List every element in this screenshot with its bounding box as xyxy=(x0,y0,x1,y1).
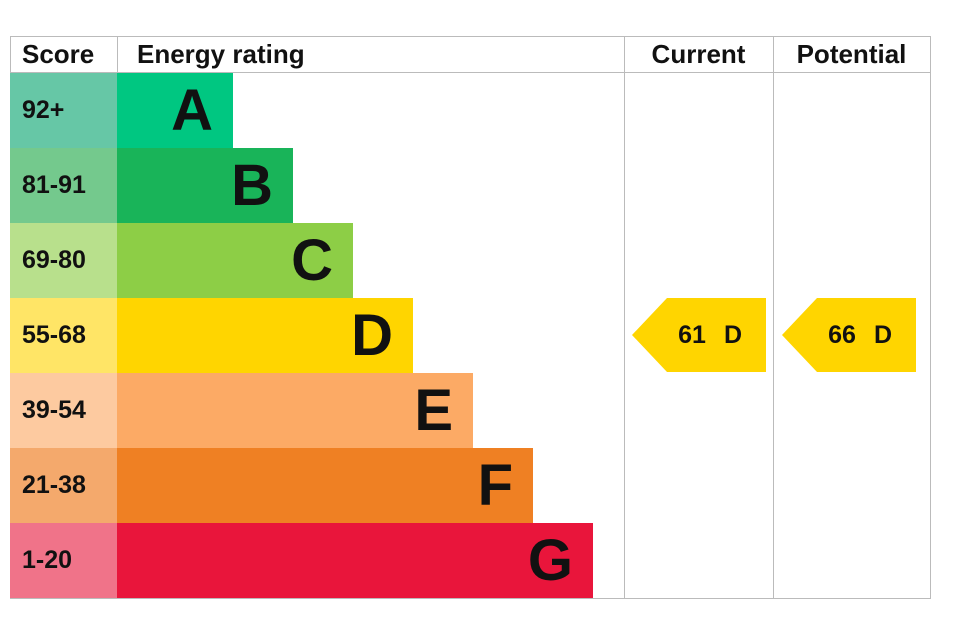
potential-band: D xyxy=(873,320,892,349)
score-range-b: 81-91 xyxy=(10,148,117,223)
rating-bar-d: D xyxy=(117,298,413,373)
current-value: 61 xyxy=(678,320,706,349)
current-band: D xyxy=(723,320,742,349)
header-divider xyxy=(10,72,931,73)
potential-header: Potential xyxy=(796,39,907,69)
rating-bar-a: A xyxy=(117,73,233,148)
rating-bar-b: B xyxy=(117,148,293,223)
top-border xyxy=(10,36,931,37)
rating-bar-c: C xyxy=(117,223,353,298)
potential-divider xyxy=(773,36,774,599)
current-rating-arrow: 61 D xyxy=(632,298,766,372)
rating-bar-g: G xyxy=(117,523,593,598)
score-divider xyxy=(117,36,118,72)
score-range-f: 21-38 xyxy=(10,448,117,523)
potential-value: 66 xyxy=(828,320,856,349)
current-header: Current xyxy=(651,39,746,69)
rating-bar-f: F xyxy=(117,448,533,523)
score-range-e: 39-54 xyxy=(10,373,117,448)
current-divider xyxy=(624,36,625,599)
rating-bar-e: E xyxy=(117,373,473,448)
bottom-border xyxy=(10,598,931,599)
score-range-g: 1-20 xyxy=(10,523,117,598)
potential-rating-arrow: 66 D xyxy=(782,298,916,372)
score-range-d: 55-68 xyxy=(10,298,117,373)
right-border xyxy=(930,36,931,599)
score-header: Score xyxy=(22,39,95,69)
score-range-a: 92+ xyxy=(10,73,117,148)
energy-rating-header: Energy rating xyxy=(137,39,305,69)
score-range-c: 69-80 xyxy=(10,223,117,298)
